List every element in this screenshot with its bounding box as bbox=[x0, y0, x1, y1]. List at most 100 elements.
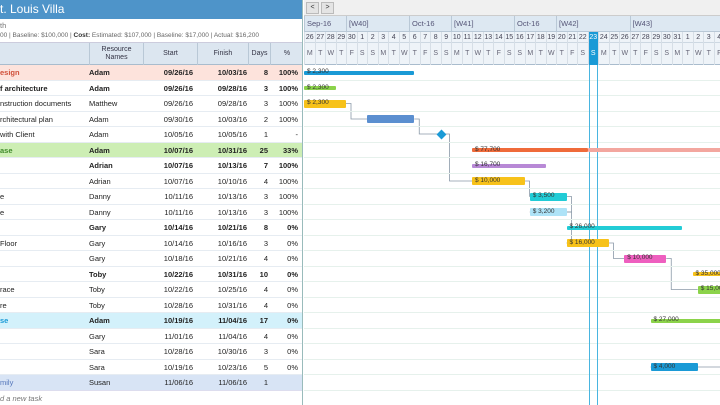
task-percent-complete[interactable]: 100% bbox=[278, 176, 298, 186]
task-start-date[interactable]: 09/26/16 bbox=[163, 99, 193, 108]
task-row[interactable]: se Adam 10/19/16 11/04/16 17 0% bbox=[0, 313, 302, 329]
task-row[interactable]: e Danny 10/11/16 10/13/16 3 100% bbox=[0, 205, 302, 220]
task-row[interactable]: mily Susan 11/06/16 11/06/16 1 bbox=[0, 375, 302, 391]
task-duration[interactable]: 2 bbox=[263, 114, 268, 124]
task-finish-date[interactable]: 10/13/16 bbox=[217, 161, 247, 170]
task-percent-complete[interactable]: 100% bbox=[278, 114, 298, 124]
task-start-date[interactable]: 10/07/16 bbox=[163, 176, 193, 186]
task-resource[interactable]: Gary bbox=[89, 238, 106, 248]
task-duration[interactable]: 8 bbox=[263, 68, 268, 77]
task-start-date[interactable]: 10/14/16 bbox=[163, 238, 193, 248]
task-finish-date[interactable]: 10/31/16 bbox=[217, 300, 247, 310]
task-row[interactable]: Adrian 10/07/16 10/10/16 4 100% bbox=[0, 174, 302, 189]
task-name[interactable]: rchitectural plan bbox=[0, 114, 53, 124]
task-duration[interactable]: 8 bbox=[263, 223, 268, 232]
task-percent-complete[interactable]: 100% bbox=[278, 192, 298, 201]
summary-bar[interactable] bbox=[472, 148, 588, 152]
task-resource[interactable]: Sara bbox=[89, 347, 105, 356]
task-resource[interactable]: Danny bbox=[89, 207, 111, 217]
task-percent-complete[interactable]: 100% bbox=[278, 68, 298, 77]
summary-bar[interactable] bbox=[304, 86, 336, 90]
task-start-date[interactable]: 09/26/16 bbox=[163, 68, 193, 77]
task-percent-complete[interactable]: 0% bbox=[287, 285, 298, 294]
task-name[interactable]: with Client bbox=[0, 130, 35, 139]
task-finish-date[interactable]: 10/31/16 bbox=[217, 269, 247, 279]
task-start-date[interactable]: 10/28/16 bbox=[163, 300, 193, 310]
task-bar[interactable] bbox=[304, 99, 346, 108]
task-resource[interactable]: Adam bbox=[89, 316, 110, 325]
task-start-date[interactable]: 10/07/16 bbox=[163, 161, 193, 170]
task-row[interactable]: Toby 10/22/16 10/31/16 10 0% bbox=[0, 267, 302, 282]
task-start-date[interactable]: 10/28/16 bbox=[163, 347, 193, 356]
add-task-row[interactable]: d a new task bbox=[0, 390, 302, 405]
task-finish-date[interactable]: 10/03/16 bbox=[217, 68, 247, 77]
task-finish-date[interactable]: 10/31/16 bbox=[217, 145, 247, 155]
scroll-right-button[interactable]: > bbox=[321, 2, 334, 14]
task-finish-date[interactable]: 11/04/16 bbox=[218, 331, 247, 341]
task-duration[interactable]: 4 bbox=[263, 285, 268, 294]
start-column-header[interactable]: Start bbox=[143, 43, 197, 65]
task-start-date[interactable]: 10/07/16 bbox=[163, 145, 193, 155]
task-percent-complete[interactable]: 0% bbox=[287, 331, 298, 341]
task-row[interactable]: race Toby 10/22/16 10/25/16 4 0% bbox=[0, 282, 302, 298]
task-start-date[interactable]: 11/06/16 bbox=[164, 378, 193, 387]
task-start-date[interactable]: 10/11/16 bbox=[164, 192, 193, 201]
task-duration[interactable]: 5 bbox=[263, 362, 268, 372]
task-finish-date[interactable]: 10/03/16 bbox=[217, 114, 247, 124]
task-finish-date[interactable]: 10/30/16 bbox=[217, 347, 247, 356]
task-name[interactable] bbox=[0, 344, 86, 359]
task-name[interactable]: f architecture bbox=[0, 83, 48, 93]
task-bar[interactable] bbox=[367, 115, 415, 123]
task-finish-date[interactable]: 10/13/16 bbox=[217, 192, 247, 201]
task-resource[interactable]: Adam bbox=[89, 145, 110, 155]
task-name[interactable] bbox=[0, 158, 86, 173]
resource-column-header[interactable]: Resource Names bbox=[89, 43, 143, 65]
task-percent-complete[interactable]: 0% bbox=[287, 347, 298, 356]
task-resource[interactable]: Adam bbox=[89, 83, 110, 93]
task-duration[interactable]: 3 bbox=[263, 192, 268, 201]
task-resource[interactable]: Adrian bbox=[89, 176, 111, 186]
task-name[interactable]: e bbox=[0, 192, 5, 201]
task-bar[interactable] bbox=[697, 285, 720, 294]
summary-bar[interactable] bbox=[650, 318, 720, 323]
task-bar[interactable] bbox=[650, 363, 698, 371]
task-name[interactable]: re bbox=[0, 300, 7, 310]
task-row[interactable]: rchitectural plan Adam 09/30/16 10/03/16 2 10… bbox=[0, 112, 302, 127]
task-duration[interactable]: 7 bbox=[263, 161, 268, 170]
task-finish-date[interactable]: 09/28/16 bbox=[217, 99, 247, 108]
task-name[interactable] bbox=[0, 267, 86, 282]
task-percent-complete[interactable]: 100% bbox=[278, 99, 298, 108]
task-finish-date[interactable]: 11/06/16 bbox=[218, 378, 247, 387]
task-percent-complete[interactable]: 33% bbox=[282, 145, 298, 155]
task-resource[interactable]: Adrian bbox=[89, 161, 113, 170]
task-start-date[interactable]: 10/18/16 bbox=[163, 254, 193, 263]
task-resource[interactable]: Sara bbox=[89, 362, 105, 372]
task-bar[interactable] bbox=[566, 239, 609, 247]
task-row[interactable]: re Toby 10/28/16 10/31/16 4 0% bbox=[0, 298, 302, 313]
task-duration[interactable]: 1 bbox=[263, 378, 268, 387]
days-column-header[interactable]: Days bbox=[248, 43, 270, 65]
task-start-date[interactable]: 10/05/16 bbox=[163, 130, 193, 139]
task-name[interactable] bbox=[0, 174, 86, 189]
task-row[interactable]: f architecture Adam 09/26/16 09/28/16 3 100% bbox=[0, 81, 302, 96]
task-name-column-header[interactable] bbox=[0, 43, 89, 65]
task-duration[interactable]: 1 bbox=[263, 130, 268, 139]
task-duration[interactable]: 4 bbox=[263, 300, 268, 310]
task-name[interactable]: mily bbox=[0, 378, 14, 387]
task-finish-date[interactable]: 09/28/16 bbox=[217, 83, 247, 93]
task-duration[interactable]: 4 bbox=[263, 176, 268, 186]
task-duration[interactable]: 3 bbox=[263, 207, 268, 217]
task-start-date[interactable]: 10/19/16 bbox=[163, 362, 193, 372]
task-percent-complete[interactable]: 0% bbox=[287, 269, 298, 279]
task-start-date[interactable]: 10/19/16 bbox=[163, 316, 193, 325]
task-duration[interactable]: 25 bbox=[259, 145, 268, 155]
task-percent-complete[interactable]: 0% bbox=[287, 362, 298, 372]
task-row[interactable]: e Danny 10/11/16 10/13/16 3 100% bbox=[0, 189, 302, 205]
task-finish-date[interactable]: 10/21/16 bbox=[217, 254, 247, 263]
task-name[interactable]: ase bbox=[0, 145, 13, 155]
task-start-date[interactable]: 10/14/16 bbox=[163, 223, 193, 232]
task-finish-date[interactable]: 10/13/16 bbox=[217, 207, 247, 217]
task-finish-date[interactable]: 10/21/16 bbox=[217, 223, 247, 232]
task-bar[interactable] bbox=[529, 208, 567, 216]
task-finish-date[interactable]: 10/16/16 bbox=[217, 238, 247, 248]
